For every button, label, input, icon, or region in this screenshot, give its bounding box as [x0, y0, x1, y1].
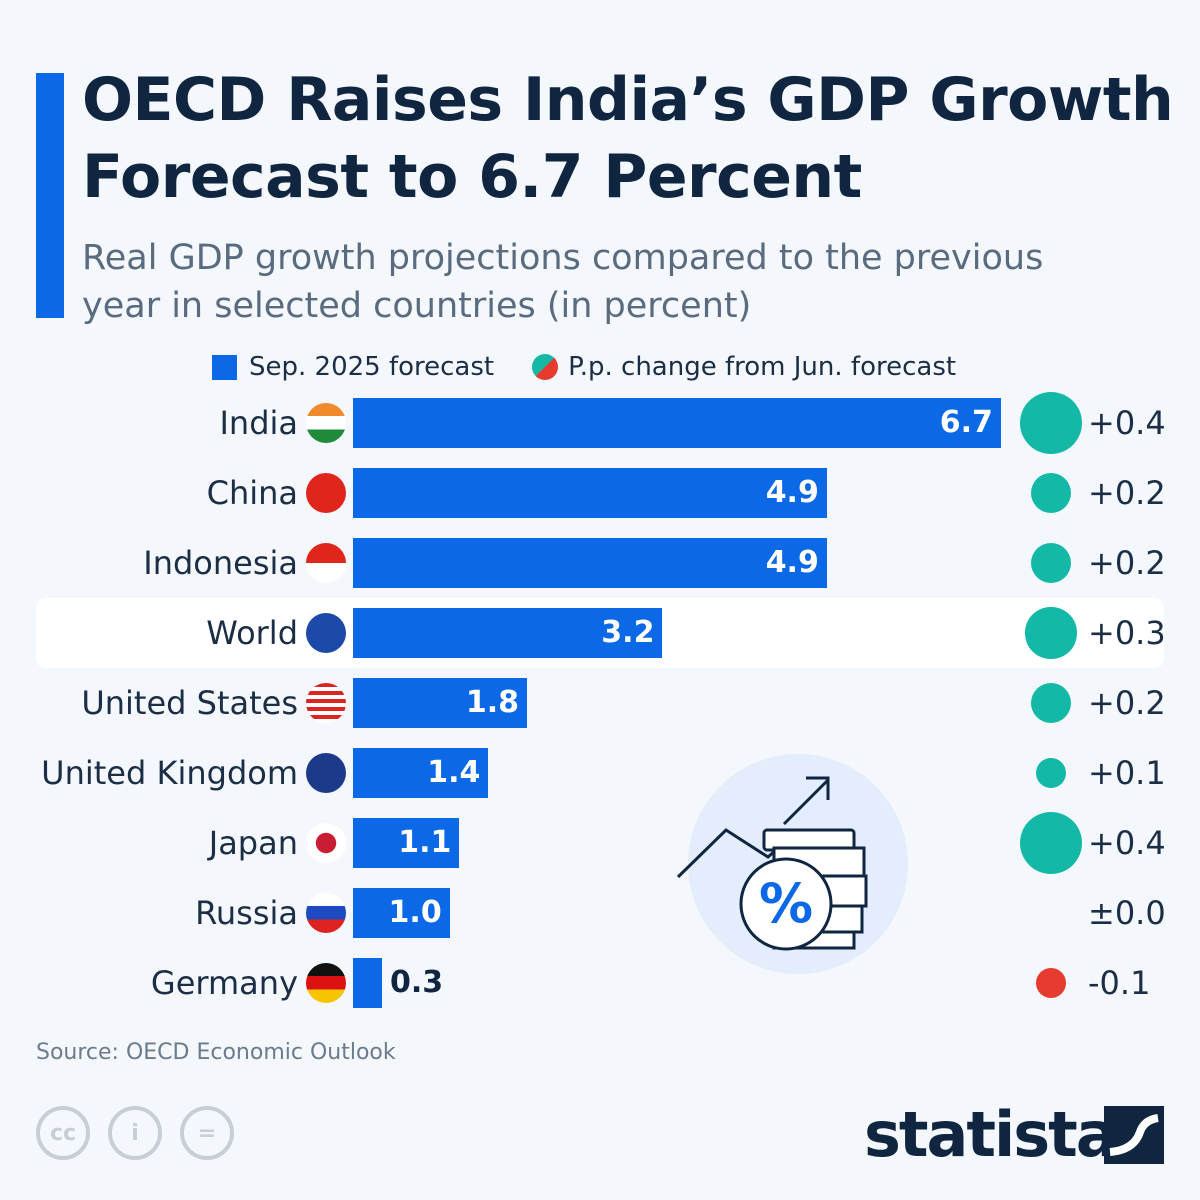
bar-row: Germany 0.3 -0.1	[36, 948, 1164, 1018]
positive-change-dot	[1020, 812, 1082, 874]
value-label: 1.1	[398, 825, 452, 860]
legend: Sep. 2025 forecast P.p. change from Jun.…	[212, 352, 956, 382]
value-label: 1.0	[388, 895, 442, 930]
growth-percent-illustration-icon: %	[676, 754, 908, 974]
change-label: +0.2	[1088, 544, 1166, 582]
change-label: -0.1	[1088, 964, 1151, 1002]
value-label: 1.8	[465, 685, 520, 720]
statista-logo-mark-icon	[1104, 1106, 1164, 1164]
bar	[353, 468, 827, 518]
bar-row: Japan 1.1 +0.4	[36, 808, 1166, 878]
attribution-icon[interactable]: i	[108, 1106, 162, 1160]
change-label: +0.3	[1088, 614, 1166, 652]
flag-icon	[306, 823, 346, 863]
country-label: United Kingdom	[41, 754, 298, 792]
country-label: Indonesia	[143, 544, 298, 582]
legend-dot-label: P.p. change from Jun. forecast	[568, 352, 957, 382]
no-derivatives-icon[interactable]: =	[180, 1106, 234, 1160]
svg-text:%: %	[759, 872, 813, 935]
flag-icon	[306, 753, 346, 793]
page-title: OECD Raises India’s GDP Growth Forecast …	[82, 65, 1174, 212]
country-label: Germany	[150, 964, 298, 1002]
value-label: 4.9	[765, 545, 819, 580]
positive-change-dot	[1036, 758, 1066, 788]
bar	[353, 678, 528, 728]
legend-bar-label: Sep. 2025 forecast	[249, 352, 495, 382]
negative-change-dot	[1036, 968, 1066, 998]
value-label: 4.9	[765, 475, 819, 510]
source-note: Source: OECD Economic Outlook	[36, 1040, 396, 1065]
flag-icon	[306, 613, 346, 653]
cc-icon[interactable]: cc	[36, 1106, 90, 1160]
change-label: +0.2	[1088, 474, 1166, 512]
positive-change-dot	[1025, 607, 1077, 659]
subtitle: Real GDP growth projections compared to …	[82, 238, 1044, 326]
change-label: +0.4	[1088, 824, 1166, 862]
flag-icon	[306, 683, 346, 723]
change-label: +0.4	[1088, 404, 1166, 442]
change-label: ±0.0	[1088, 894, 1166, 932]
bar	[353, 748, 489, 798]
country-label: World	[206, 614, 298, 652]
bar	[353, 958, 382, 1008]
bar-row: United Kingdom 1.4 +0.1	[36, 738, 1166, 808]
flag-icon	[306, 963, 346, 1003]
bar-row: China 4.9 +0.2	[36, 458, 1166, 528]
positive-change-dot	[1030, 542, 1072, 584]
value-label: 0.3	[390, 965, 444, 1000]
positive-change-dot	[1020, 392, 1082, 454]
positive-change-dot	[1030, 682, 1072, 724]
country-label: Japan	[208, 824, 298, 862]
flag-icon	[306, 543, 346, 583]
bar	[353, 398, 1001, 448]
bar	[353, 888, 450, 938]
change-label: +0.2	[1088, 684, 1166, 722]
bar-row: World 3.2 +0.3	[36, 598, 1166, 668]
value-label: 6.7	[939, 405, 993, 440]
legend-bar-swatch	[212, 354, 237, 380]
value-label: 1.4	[427, 755, 481, 790]
bar-row: India 6.7 +0.4	[36, 388, 1166, 458]
bar	[353, 818, 460, 868]
statista-logo[interactable]: statista	[864, 1098, 1118, 1171]
bar-row: Indonesia 4.9 +0.2	[36, 528, 1166, 598]
positive-change-dot	[1030, 472, 1072, 514]
country-label: India	[219, 404, 298, 442]
bar-row: Russia 1.0 ±0.0	[36, 878, 1166, 948]
country-label: Russia	[195, 894, 298, 932]
legend-dot-swatch	[532, 354, 559, 380]
value-label: 3.2	[601, 615, 655, 650]
bar	[353, 538, 827, 588]
title-accent-bar	[36, 73, 64, 318]
flag-icon	[306, 473, 346, 513]
flag-icon	[306, 403, 346, 443]
country-label: China	[206, 474, 298, 512]
change-label: +0.1	[1088, 754, 1166, 792]
country-label: United States	[81, 684, 298, 722]
flag-icon	[306, 893, 346, 933]
bar-row: United States 1.8 +0.2	[36, 668, 1166, 738]
bar	[353, 608, 663, 658]
